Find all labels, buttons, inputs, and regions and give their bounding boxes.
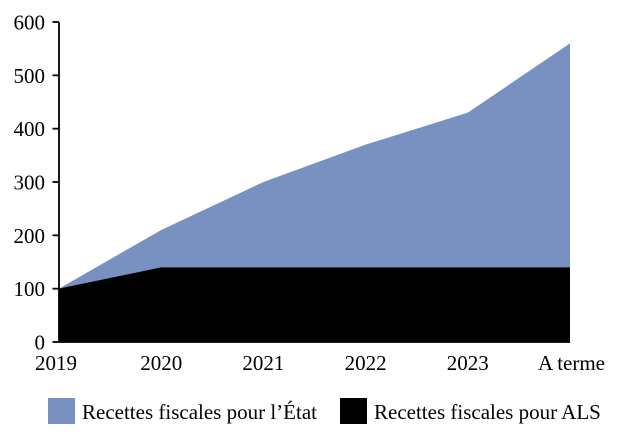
y-tick-label: 200 [14,224,46,248]
y-tick-label: 600 [14,11,46,35]
area-series-1 [59,267,570,342]
legend-label-etat: Recettes fiscales pour l’État [82,400,317,424]
y-axis: 0 100 200 300 400 500 600 [14,11,59,355]
x-category-label: 2020 [140,351,182,375]
x-category-label: 2021 [242,351,284,375]
x-category-label: 2023 [447,351,489,375]
y-tick-label: 400 [14,117,46,141]
plot-areas [59,43,570,342]
legend-label-als: Recettes fiscales pour ALS [374,400,601,424]
y-tick-label: 100 [14,277,46,301]
x-axis: 2019 2020 2021 2022 2023 A terme [35,351,605,375]
area-series-0 [59,43,570,342]
legend-swatch-etat [48,398,75,424]
y-tick-label: 300 [14,171,46,195]
legend-swatch-als [340,398,367,424]
legend: Recettes fiscales pour l’État Recettes f… [48,398,601,424]
x-category-label: 2019 [35,351,77,375]
y-tick-label: 0 [35,331,46,355]
x-category-label: A terme [538,351,605,375]
y-tick-label: 500 [14,64,46,88]
x-category-label: 2022 [345,351,387,375]
